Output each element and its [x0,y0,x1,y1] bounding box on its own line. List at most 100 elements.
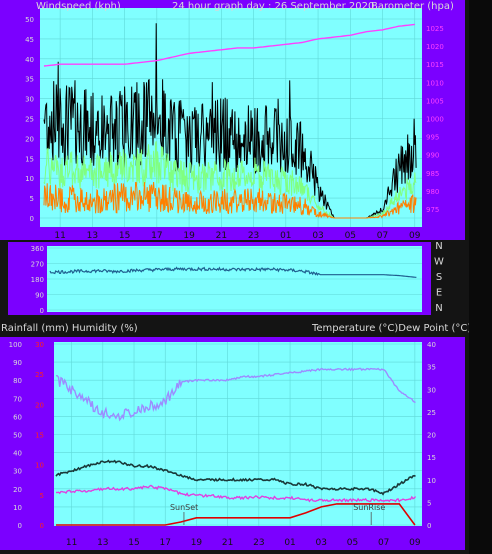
compass-label: E [436,288,442,299]
barometer-tick-label: 1005 [426,97,444,105]
top-x-tick-label: 01 [280,231,291,241]
top-x-tick-label: 15 [119,231,130,241]
bottom-x-tick-label: 01 [284,538,295,548]
bottom-x-tick-label: 09 [409,538,421,548]
temperature-tick-label: 0 [427,522,431,530]
top-x-tick-label: 21 [216,231,227,241]
barometer-tick-label: 1000 [426,116,444,124]
windspeed-tick-label: 5 [30,195,34,203]
direction-tick-label: 90 [35,292,44,300]
direction-tick-label: 180 [31,276,44,284]
dewpoint-line [55,484,417,503]
humidity-tick-label: 60 [13,413,22,421]
direction-tick-label: 360 [31,245,44,253]
windspeed-tick-label: 20 [25,135,34,143]
compass-label: N [435,241,442,252]
bottom-x-tick-label: 21 [222,538,233,548]
rainfall-tick-label: 0 [40,522,44,530]
barometer-tick-label: 1025 [426,25,444,33]
temperature-tick-label: 5 [427,499,431,507]
rainfall-humidity-axis-title: Rainfall (mm) Humidity (%) [1,323,138,334]
humidity-tick-label: 20 [13,486,22,494]
rainfall-tick-label: 5 [40,492,44,500]
barometer-axis-title: Barometer (hpa) [371,1,454,12]
rainfall-line [56,503,416,526]
top-x-tick-label: 23 [248,231,259,241]
temperature-tick-label: 15 [427,454,436,462]
sunset-annotation: SunSet [170,503,198,512]
windspeed-tick-label: 25 [25,116,34,124]
top-x-tick-label: 11 [54,231,65,241]
temperature-axis: 40 35 30 25 20 15 10 5 0 [427,341,436,530]
windspeed-tick-label: 50 [25,16,34,24]
direction-left-axis: 360 270 180 90 0 [31,245,44,315]
bottom-x-tick-label: 13 [97,538,108,548]
top-x-tick-label: 13 [87,231,98,241]
rainfall-tick-label: 25 [35,371,44,379]
barometer-tick-label: 1010 [426,79,444,87]
barometer-tick-label: 1020 [426,43,444,51]
compass-label: W [434,257,444,268]
bottom-x-tick-label: 07 [378,538,389,548]
rainfall-tick-label: 20 [35,401,44,409]
top-right-axis: 1025 1020 1015 1010 1005 1000 995 990 985 980 975 [426,25,444,214]
barometer-line [43,23,415,67]
temperature-dewpoint-axis-title: Temperature (°C)Dew Point (°C) [311,323,471,334]
sunrise-annotation: SunRise [353,503,385,512]
temperature-tick-label: 35 [427,364,436,372]
barometer-tick-label: 975 [426,206,439,214]
temperature-tick-label: 30 [427,386,436,394]
wind-direction-line [49,266,417,278]
rainfall-axis: 30 25 20 15 10 5 0 [35,341,44,530]
temperature-tick-label: 10 [427,477,436,485]
rainfall-tick-label: 30 [35,341,44,349]
direction-grid [47,247,422,311]
humidity-line [56,367,416,422]
top-x-tick-label: 17 [151,231,162,241]
humidity-tick-label: 40 [13,450,22,458]
humidity-tick-label: 100 [9,341,22,349]
windspeed-tick-label: 30 [25,96,34,104]
direction-tick-label: 0 [40,307,44,315]
bottom-x-axis: 11 13 15 17 19 21 23 01 03 05 07 09 [66,538,421,548]
bottom-x-tick-label: 15 [128,538,139,548]
humidity-tick-label: 80 [13,377,22,385]
barometer-tick-label: 1015 [426,61,444,69]
windspeed-tick-label: 35 [25,76,34,84]
windspeed-tick-label: 40 [25,56,34,64]
bottom-x-tick-label: 17 [159,538,170,548]
barometer-tick-label: 995 [426,134,439,142]
humidity-tick-label: 10 [13,504,22,512]
windspeed-tick-label: 10 [25,175,34,183]
direction-tick-label: 270 [31,261,44,269]
humidity-tick-label: 70 [13,395,22,403]
bottom-plot-area [54,342,422,526]
windspeed-tick-label: 15 [25,155,34,163]
top-x-axis: 11 13 15 17 19 21 23 01 03 05 07 09 [54,231,420,241]
top-x-tick-label: 19 [183,231,195,241]
bottom-x-tick-label: 23 [253,538,264,548]
top-x-tick-label: 03 [312,231,323,241]
humidity-tick-label: 30 [13,468,22,476]
bottom-x-tick-label: 11 [66,538,77,548]
direction-series [49,266,417,278]
windspeed-tick-label: 0 [30,215,34,223]
rainfall-tick-label: 15 [35,432,44,440]
temperature-tick-label: 25 [427,409,436,417]
rainfall-tick-label: 10 [35,462,44,470]
top-series [43,23,417,219]
humidity-tick-label: 0 [18,522,22,530]
compass-label: S [436,272,442,283]
barometer-tick-label: 990 [426,152,439,160]
compass-label: N [435,303,442,314]
temperature-tick-label: 40 [427,341,436,349]
bottom-x-tick-label: 19 [191,538,203,548]
top-x-tick-label: 09 [409,231,421,241]
humidity-tick-label: 90 [13,359,22,367]
temperature-tick-label: 20 [427,432,436,440]
humidity-tick-label: 50 [13,432,22,440]
